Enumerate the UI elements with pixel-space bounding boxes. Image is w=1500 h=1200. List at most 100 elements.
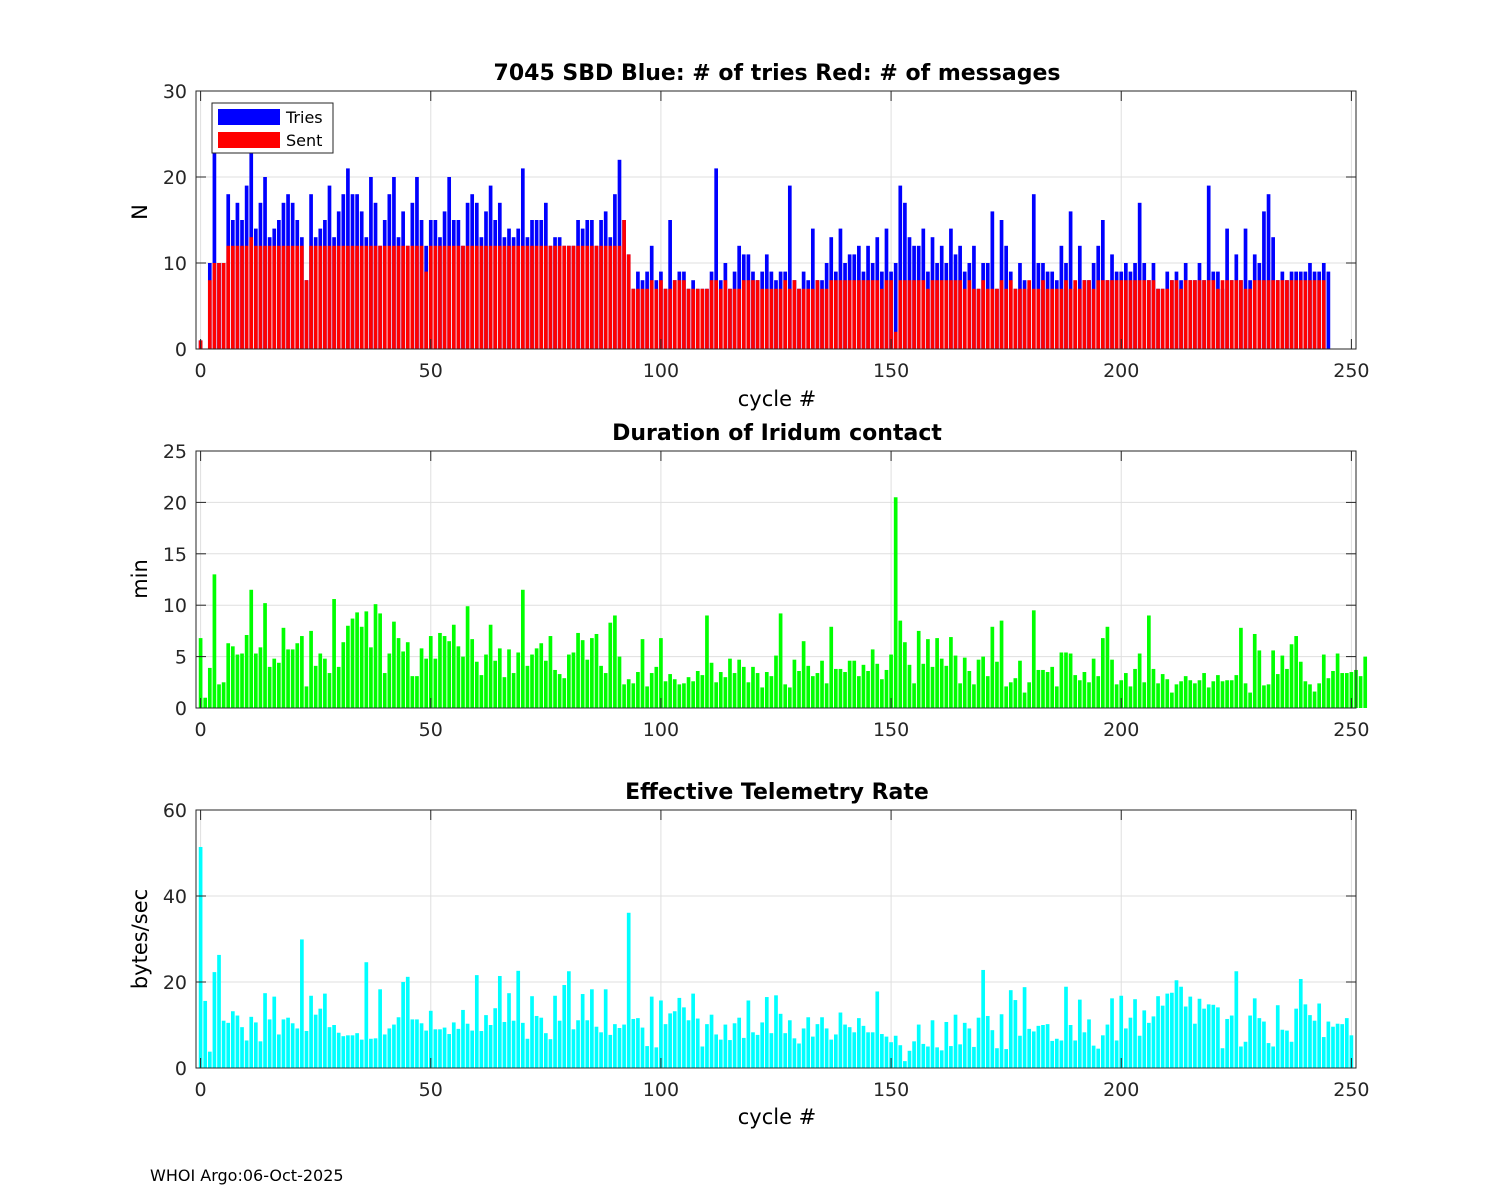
duration-bar xyxy=(1008,682,1013,708)
y-tick-label: 10 xyxy=(163,595,187,617)
tries-bar xyxy=(714,168,718,349)
duration-bar xyxy=(355,612,359,708)
rate-bar xyxy=(921,1043,926,1068)
duration-bar xyxy=(410,676,415,708)
duration-bar xyxy=(1317,683,1322,708)
rate-bar xyxy=(603,989,608,1068)
rate-bar xyxy=(834,1034,838,1068)
tries-bar xyxy=(1031,194,1036,349)
sent-bar xyxy=(594,245,599,349)
rate-bar xyxy=(626,912,631,1068)
rate-bar xyxy=(880,1034,884,1068)
tries-bar xyxy=(903,202,907,349)
x-tick-label: 200 xyxy=(1103,360,1139,382)
rate-bar xyxy=(428,1010,433,1068)
sent-bar xyxy=(691,288,695,349)
duration-bar xyxy=(442,636,447,708)
sent-bar xyxy=(1133,280,1137,349)
rate-bar xyxy=(728,1040,732,1068)
sent-bar xyxy=(985,288,990,349)
sent-bar xyxy=(451,245,456,349)
duration-bar xyxy=(636,672,640,708)
sent-bar xyxy=(926,288,930,349)
duration-bar xyxy=(544,660,548,708)
rate-bar xyxy=(654,1047,659,1068)
sent-bar xyxy=(916,280,921,349)
duration-bar xyxy=(1128,686,1133,708)
duration-bar xyxy=(525,665,530,708)
axes-box xyxy=(195,450,1357,709)
rate-bar xyxy=(723,1024,728,1068)
rate-bar xyxy=(1188,996,1193,1068)
duration-bar xyxy=(562,678,567,708)
sent-bar xyxy=(972,288,976,349)
sent-bar xyxy=(1082,280,1087,349)
sent-bar xyxy=(1202,280,1206,349)
sent-bar xyxy=(249,237,254,349)
sent-bar xyxy=(548,245,553,349)
sent-bar xyxy=(1073,280,1078,349)
duration-bar xyxy=(953,655,958,708)
sent-bar xyxy=(1077,288,1082,349)
sent-bar xyxy=(359,245,364,349)
rate-bar xyxy=(1114,1040,1119,1068)
sent-bar xyxy=(672,280,677,349)
sent-bar xyxy=(1275,280,1280,349)
rate-bar xyxy=(760,1022,765,1068)
duration-bar xyxy=(608,622,613,708)
sent-bar xyxy=(502,245,507,349)
sent-bar xyxy=(520,245,525,349)
sent-bar xyxy=(286,245,290,349)
rate-bar xyxy=(838,1012,843,1068)
duration-bar xyxy=(382,673,387,708)
duration-bar xyxy=(626,679,631,708)
duration-bar xyxy=(286,649,290,708)
sent-bar xyxy=(465,245,470,349)
rate-bar xyxy=(433,1029,438,1068)
sent-bar xyxy=(709,280,714,349)
rate-bar xyxy=(1156,996,1160,1068)
x-tick-label: 150 xyxy=(873,360,909,382)
duration-bar xyxy=(691,681,695,708)
rate-bar xyxy=(1216,1007,1220,1068)
sent-bar xyxy=(401,245,405,349)
rate-bar xyxy=(240,1027,244,1068)
duration-bar xyxy=(705,615,709,708)
sent-bar xyxy=(981,280,985,349)
sent-bar xyxy=(1248,288,1252,349)
duration-bar xyxy=(387,653,392,708)
sent-bar xyxy=(392,245,396,349)
duration-bar xyxy=(797,670,801,708)
duration-bar xyxy=(277,662,281,708)
duration-bar xyxy=(949,637,953,708)
duration-bar xyxy=(530,654,534,708)
duration-bar xyxy=(1077,680,1082,708)
rate-bar xyxy=(741,1037,746,1068)
rate-bar xyxy=(1317,1003,1322,1068)
sent-bar xyxy=(838,280,843,349)
y-tick-label: 20 xyxy=(163,972,187,994)
rate-bar xyxy=(461,1009,465,1068)
rate-bar xyxy=(981,969,985,1068)
duration-bar xyxy=(723,677,728,708)
sent-bar xyxy=(585,245,590,349)
tries-bar xyxy=(1206,185,1211,349)
rate-bar xyxy=(608,1034,613,1068)
duration-bar xyxy=(866,670,870,708)
rate-bar xyxy=(682,1007,686,1068)
duration-bar xyxy=(295,643,300,708)
duration-bar xyxy=(654,666,659,708)
sent-bar xyxy=(1054,288,1059,349)
rate-bar xyxy=(1349,1035,1354,1068)
sent-bar xyxy=(617,245,622,349)
sent-bar xyxy=(723,280,728,349)
rate-bar xyxy=(263,993,267,1068)
sent-bar xyxy=(488,245,493,349)
sent-bar xyxy=(442,245,447,349)
sent-bar xyxy=(1317,280,1322,349)
rate-bar xyxy=(1147,1022,1151,1068)
sent-bar xyxy=(764,288,769,349)
sent-bar xyxy=(1022,288,1027,349)
rate-bar xyxy=(1229,1015,1234,1068)
duration-bar xyxy=(235,654,240,708)
